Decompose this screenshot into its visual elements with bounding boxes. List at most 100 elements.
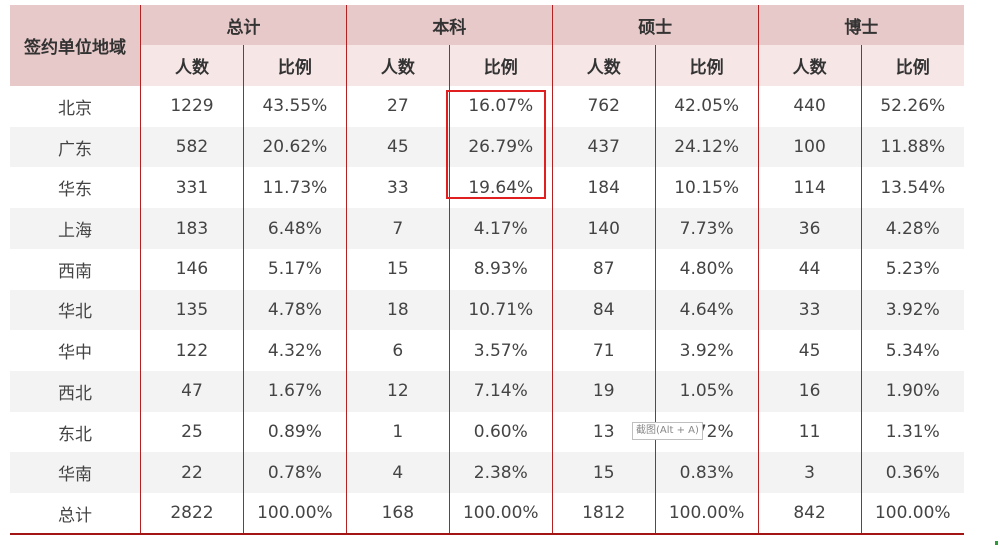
table-row: 西南 146 5.17% 15 8.93% 87 4.80% 44 5.23% — [10, 248, 964, 290]
master-count-cell: 184 — [552, 167, 656, 209]
bachelor-count-cell: 33 — [346, 167, 450, 209]
master-count-cell: 87 — [552, 248, 656, 290]
region-cell: 东北 — [10, 411, 141, 453]
doctor-ratio-cell: 100.00% — [861, 493, 964, 535]
doctor-count-cell: 16 — [758, 371, 862, 412]
table-row: 华中 122 4.32% 6 3.57% 71 3.92% 45 5.34% — [10, 330, 964, 372]
doctor-count-cell: 842 — [758, 493, 862, 535]
doctor-ratio-cell: 4.28% — [861, 208, 964, 249]
doctor-count-cell: 33 — [758, 289, 862, 331]
table-row: 上海 183 6.48% 7 4.17% 140 7.73% 36 4.28% — [10, 208, 964, 249]
total-count-cell: 1229 — [140, 86, 244, 127]
total-count-cell: 331 — [140, 167, 244, 209]
doctor-ratio-cell: 52.26% — [880, 96, 946, 117]
doctor-count-cell: 3 — [758, 452, 862, 494]
bachelor-count-cell: 4 — [346, 452, 450, 494]
doctor-count-cell: 44 — [758, 248, 862, 290]
bachelor-ratio-cell: 2.38% — [449, 452, 553, 494]
total-count-cell: 47 — [140, 371, 244, 412]
bachelor-count-cell: 7 — [346, 208, 450, 249]
master-ratio-cell: 4.80% — [655, 248, 759, 290]
master-ratio-cell: 100.00% — [655, 493, 759, 535]
table-row: 华南 22 0.78% 4 2.38% 15 0.83% 3 0.36% — [10, 452, 964, 494]
total-ratio-cell: 6.48% — [243, 208, 347, 249]
region-cell: 华中 — [10, 330, 141, 372]
total-ratio-cell: 0.89% — [243, 411, 347, 453]
header-region: 签约单位地域 — [10, 5, 141, 86]
bachelor-count-cell: 27 — [346, 86, 450, 127]
header-group-total: 总计 — [140, 5, 347, 45]
bachelor-ratio-cell: 3.57% — [449, 330, 553, 372]
bachelor-ratio-cell: 10.71% — [449, 289, 553, 331]
master-count-cell: 71 — [552, 330, 656, 372]
header-count: 人数 — [552, 45, 656, 86]
bachelor-count-cell: 1 — [346, 411, 450, 453]
total-ratio-cell: 43.55% — [243, 86, 347, 127]
master-ratio-cell: 0.83% — [655, 452, 759, 494]
region-cell: 上海 — [10, 208, 141, 249]
bachelor-count-cell: 45 — [346, 126, 450, 168]
screenshot-tooltip: 截图(Alt + A) — [632, 422, 703, 440]
doctor-count-cell: 100 — [758, 126, 862, 168]
region-cell: 西北 — [10, 371, 141, 412]
total-count-cell: 183 — [140, 208, 244, 249]
total-count-cell: 146 — [140, 248, 244, 290]
header-group-doctor: 博士 — [758, 5, 964, 45]
total-count-cell: 582 — [140, 126, 244, 168]
master-ratio-cell: 24.12% — [655, 126, 759, 168]
bachelor-ratio-cell: 4.17% — [449, 208, 553, 249]
region-cell: 广东 — [10, 126, 141, 168]
bachelor-ratio-cell: 16.07% — [449, 86, 553, 127]
total-ratio-cell: 20.62% — [243, 126, 347, 168]
header-ratio: 比例 — [861, 45, 964, 86]
total-ratio-cell: 0.78% — [243, 452, 347, 494]
master-ratio-cell: 42.05% — [655, 86, 759, 127]
table-row: 广东 582 20.62% 45 26.79% 437 24.12% 100 11.88% — [10, 126, 964, 168]
doctor-ratio-cell: 13.54% — [880, 177, 946, 198]
total-ratio-cell: 5.17% — [243, 248, 347, 290]
doctor-ratio-cell: 3.92% — [861, 289, 964, 331]
total-ratio-cell: 4.78% — [243, 289, 347, 331]
header-count: 人数 — [758, 45, 862, 86]
header-count: 人数 — [140, 45, 244, 86]
region-cell: 西南 — [10, 248, 141, 290]
header-ratio: 比例 — [243, 45, 347, 86]
header-count: 人数 — [346, 45, 450, 86]
doctor-count-cell: 45 — [758, 330, 862, 372]
bachelor-count-cell: 6 — [346, 330, 450, 372]
header-group-bachelor: 本科 — [346, 5, 553, 45]
doctor-count-cell: 440 — [758, 86, 862, 127]
master-ratio-cell: 3.92% — [655, 330, 759, 372]
bachelor-count-cell: 15 — [346, 248, 450, 290]
green-dot — [995, 541, 998, 545]
doctor-count-cell: 114 — [758, 167, 862, 209]
table-row: 西北 47 1.67% 12 7.14% 19 1.05% 16 1.90% — [10, 371, 964, 412]
master-count-cell: 13 — [552, 411, 656, 453]
table-row: 华北 135 4.78% 18 10.71% 84 4.64% 33 3.92% — [10, 289, 964, 331]
bachelor-ratio-cell: 8.93% — [449, 248, 553, 290]
doctor-ratio-cell: 5.34% — [885, 340, 940, 361]
master-count-cell: 140 — [552, 208, 656, 249]
master-ratio-cell: 7.73% — [655, 208, 759, 249]
bachelor-ratio-cell: 7.14% — [449, 371, 553, 412]
region-cell: 华南 — [10, 452, 141, 494]
total-count-cell: 25 — [140, 411, 244, 453]
bachelor-count-cell: 18 — [346, 289, 450, 331]
doctor-count-cell: 11 — [758, 411, 862, 453]
bachelor-count-cell: 168 — [346, 493, 450, 535]
doctor-ratio-cell: 11.88% — [861, 126, 964, 168]
total-ratio-cell: 1.67% — [243, 371, 347, 412]
master-count-cell: 19 — [552, 371, 656, 412]
doctor-ratio-cell: 5.23% — [885, 259, 940, 280]
region-cell: 北京 — [10, 86, 141, 127]
region-cell: 华东 — [10, 167, 141, 209]
table-row: 东北 25 0.89% 1 0.60% 13 0.72% 11 1.31% — [10, 411, 964, 453]
doctor-count-cell: 36 — [758, 208, 862, 249]
master-ratio-cell: 10.15% — [655, 167, 759, 209]
master-count-cell: 15 — [552, 452, 656, 494]
region-distribution-table: 签约单位地域 总计 本科 硕士 博士 人数 比例 人数 比例 人数 比例 人数 … — [10, 5, 964, 535]
region-cell: 华北 — [10, 289, 141, 331]
bachelor-ratio-cell: 0.60% — [449, 411, 553, 453]
master-count-cell: 84 — [552, 289, 656, 331]
header-ratio: 比例 — [449, 45, 553, 86]
